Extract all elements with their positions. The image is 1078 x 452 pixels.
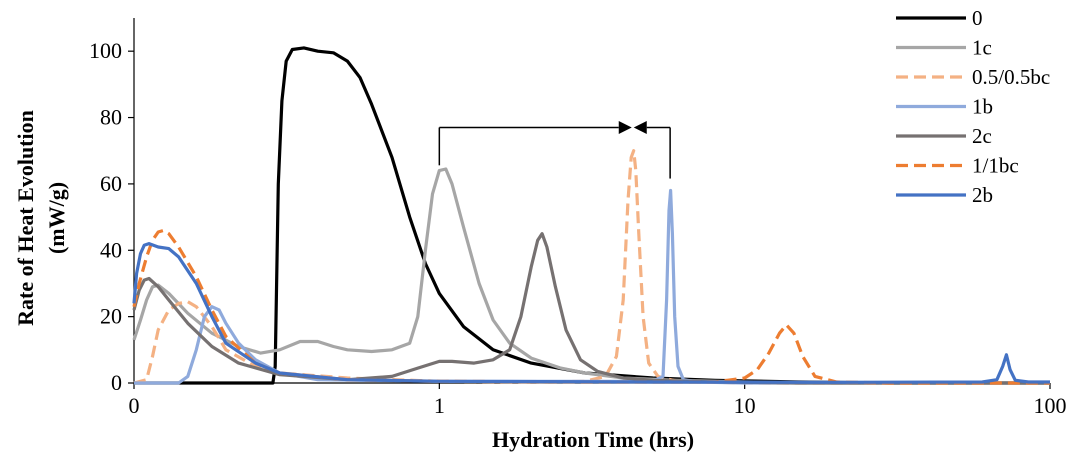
legend-label-1c: 1c	[972, 36, 992, 60]
legend-label-0: 0	[972, 6, 983, 30]
y-ticks: 0 20 40 60 80 100	[89, 38, 134, 395]
y-axis-title-line-2: (mW/g)	[44, 182, 69, 254]
annotation-bracket	[438, 121, 671, 179]
legend-label-0-5-0-5bc: 0.5/0.5bc	[972, 65, 1050, 89]
series-line-0-5-0-5bc	[133, 149, 1050, 385]
y-tick-label: 100	[89, 38, 122, 63]
series-line-0	[134, 46, 1050, 385]
legend-label-2b: 2b	[972, 183, 993, 207]
series-line-1c	[132, 167, 1050, 385]
x-tick-label: 10	[734, 393, 756, 418]
y-axis-title: Rate of Heat Evolution (mW/g)	[13, 110, 69, 326]
y-tick-label: 60	[100, 171, 122, 196]
axes	[133, 18, 1050, 384]
x-axis-title: Hydration Time (hrs)	[492, 427, 694, 452]
series-layer	[132, 46, 1050, 385]
series-line-1b	[134, 188, 1050, 385]
legend: 0 1c 0.5/0.5bc 1b 2c 1/1bc 2b	[896, 6, 1050, 207]
series-line-2b	[132, 242, 1050, 384]
series-line-2c	[132, 232, 1050, 385]
legend-label-1-1bc: 1/1bc	[972, 154, 1019, 178]
x-tick-label: 100	[1034, 393, 1067, 418]
arrow-left-head	[633, 121, 647, 134]
series-line-1-1bc	[132, 228, 1050, 385]
x-ticks: 0 1 10 100	[129, 383, 1067, 418]
y-tick-label: 40	[100, 237, 122, 262]
y-tick-label: 0	[111, 370, 122, 395]
x-tick-label: 1	[434, 393, 445, 418]
arrow-right-head	[618, 121, 632, 134]
y-tick-label: 20	[100, 304, 122, 329]
y-tick-label: 80	[100, 105, 122, 130]
legend-label-2c: 2c	[972, 124, 992, 148]
legend-label-1b: 1b	[972, 95, 993, 119]
x-tick-label: 0	[129, 393, 140, 418]
y-axis-title-line-1: Rate of Heat Evolution	[13, 110, 38, 326]
